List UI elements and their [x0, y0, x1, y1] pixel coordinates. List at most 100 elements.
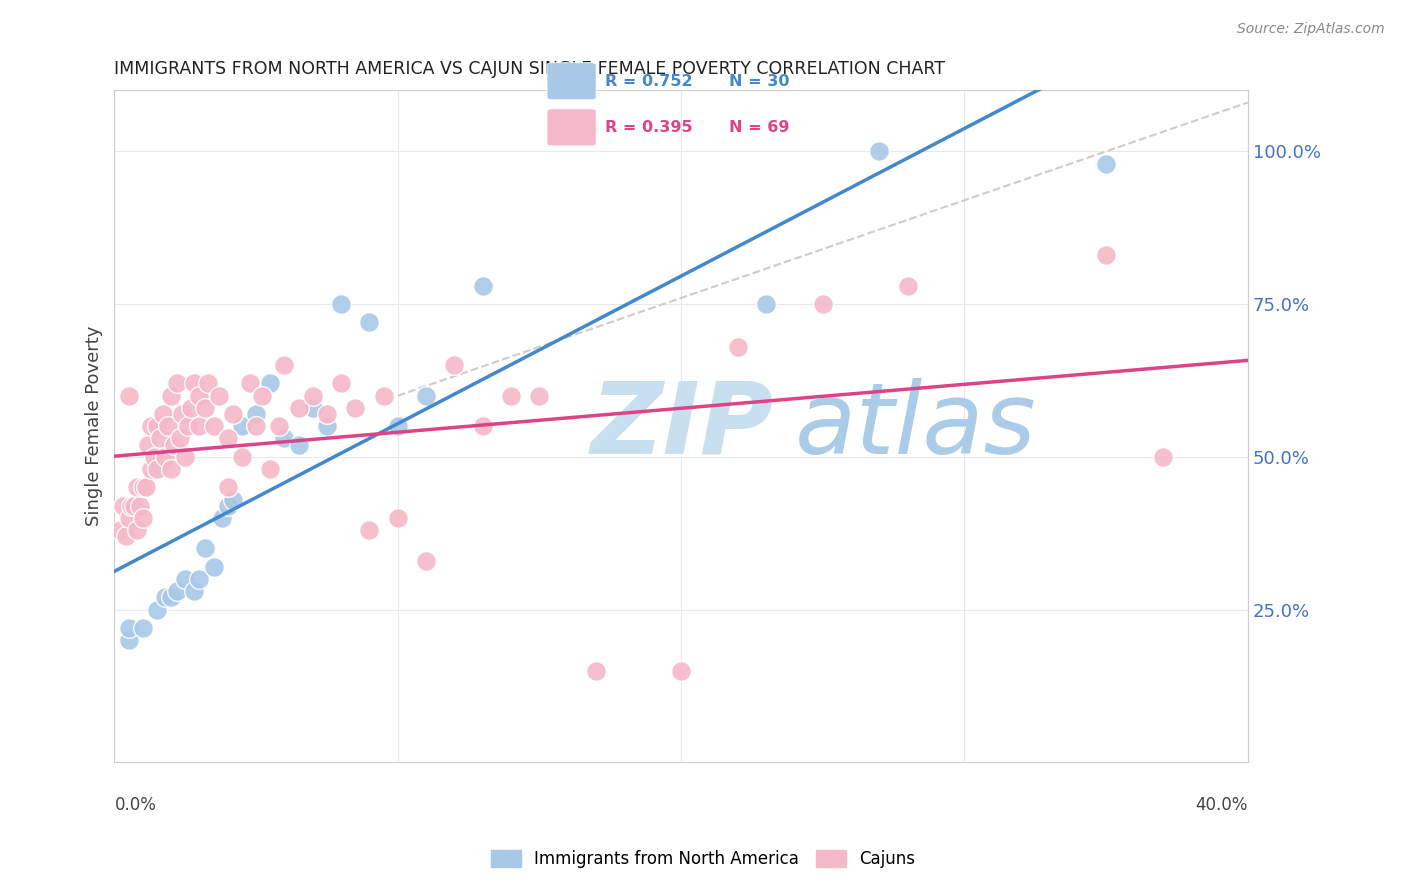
- Point: [359, 315, 381, 329]
- Point: [122, 499, 145, 513]
- Point: [1152, 450, 1174, 464]
- Point: [132, 480, 155, 494]
- Point: [141, 419, 163, 434]
- Text: IMMIGRANTS FROM NORTH AMERICA VS CAJUN SINGLE FEMALE POVERTY CORRELATION CHART: IMMIGRANTS FROM NORTH AMERICA VS CAJUN S…: [114, 60, 945, 78]
- Point: [301, 389, 323, 403]
- Point: [231, 450, 253, 464]
- Point: [222, 492, 245, 507]
- Point: [117, 621, 139, 635]
- Point: [160, 389, 183, 403]
- Point: [443, 358, 465, 372]
- Point: [259, 376, 281, 391]
- Point: [202, 559, 225, 574]
- Point: [267, 419, 290, 434]
- Point: [194, 541, 217, 556]
- Text: N = 69: N = 69: [728, 120, 789, 135]
- Point: [138, 437, 160, 451]
- Point: [1095, 156, 1118, 170]
- Point: [129, 499, 152, 513]
- Point: [183, 584, 205, 599]
- Text: R = 0.752: R = 0.752: [605, 74, 692, 88]
- Point: [172, 407, 194, 421]
- Text: 0.0%: 0.0%: [114, 796, 156, 814]
- Point: [231, 419, 253, 434]
- Point: [239, 376, 262, 391]
- Point: [727, 340, 749, 354]
- Point: [160, 462, 183, 476]
- Point: [125, 480, 148, 494]
- Point: [108, 523, 131, 537]
- Point: [415, 389, 437, 403]
- Point: [188, 419, 211, 434]
- Point: [155, 591, 177, 605]
- Point: [330, 297, 353, 311]
- Point: [273, 432, 295, 446]
- Point: [125, 523, 148, 537]
- Point: [344, 401, 367, 415]
- Point: [217, 499, 239, 513]
- Point: [155, 450, 177, 464]
- Point: [146, 462, 169, 476]
- Point: [132, 621, 155, 635]
- Text: ZIP: ZIP: [591, 377, 773, 475]
- Text: R = 0.395: R = 0.395: [605, 120, 692, 135]
- Point: [250, 389, 273, 403]
- Point: [301, 401, 323, 415]
- Point: [157, 419, 180, 434]
- Point: [149, 432, 172, 446]
- Point: [373, 389, 395, 403]
- Point: [585, 664, 607, 678]
- Point: [273, 358, 295, 372]
- Point: [202, 419, 225, 434]
- Point: [194, 401, 217, 415]
- Point: [501, 389, 523, 403]
- Point: [166, 584, 188, 599]
- Point: [152, 407, 174, 421]
- Point: [120, 499, 142, 513]
- Point: [1095, 248, 1118, 262]
- Point: [316, 419, 339, 434]
- Point: [208, 389, 231, 403]
- Point: [897, 278, 920, 293]
- Point: [132, 511, 155, 525]
- Point: [222, 407, 245, 421]
- Point: [811, 297, 834, 311]
- Point: [163, 437, 186, 451]
- Text: 40.0%: 40.0%: [1195, 796, 1249, 814]
- Point: [166, 376, 188, 391]
- Point: [169, 432, 191, 446]
- Point: [197, 376, 219, 391]
- Point: [359, 523, 381, 537]
- Text: atlas: atlas: [794, 377, 1036, 475]
- Text: Source: ZipAtlas.com: Source: ZipAtlas.com: [1237, 22, 1385, 37]
- Point: [529, 389, 551, 403]
- Y-axis label: Single Female Poverty: Single Female Poverty: [86, 326, 103, 526]
- Point: [188, 389, 211, 403]
- Point: [287, 401, 309, 415]
- Point: [141, 462, 163, 476]
- Point: [217, 432, 239, 446]
- FancyBboxPatch shape: [547, 109, 596, 145]
- Point: [111, 499, 134, 513]
- Point: [669, 664, 692, 678]
- Point: [259, 462, 281, 476]
- Point: [174, 450, 197, 464]
- Point: [471, 419, 494, 434]
- Point: [387, 511, 409, 525]
- Point: [117, 389, 139, 403]
- Point: [415, 554, 437, 568]
- Point: [114, 529, 136, 543]
- Point: [217, 480, 239, 494]
- Point: [143, 450, 166, 464]
- Point: [146, 419, 169, 434]
- Point: [177, 419, 200, 434]
- Point: [146, 602, 169, 616]
- Point: [330, 376, 353, 391]
- Point: [117, 511, 139, 525]
- Point: [287, 437, 309, 451]
- Point: [387, 419, 409, 434]
- Point: [135, 480, 157, 494]
- Point: [245, 407, 267, 421]
- Point: [174, 572, 197, 586]
- Point: [211, 511, 233, 525]
